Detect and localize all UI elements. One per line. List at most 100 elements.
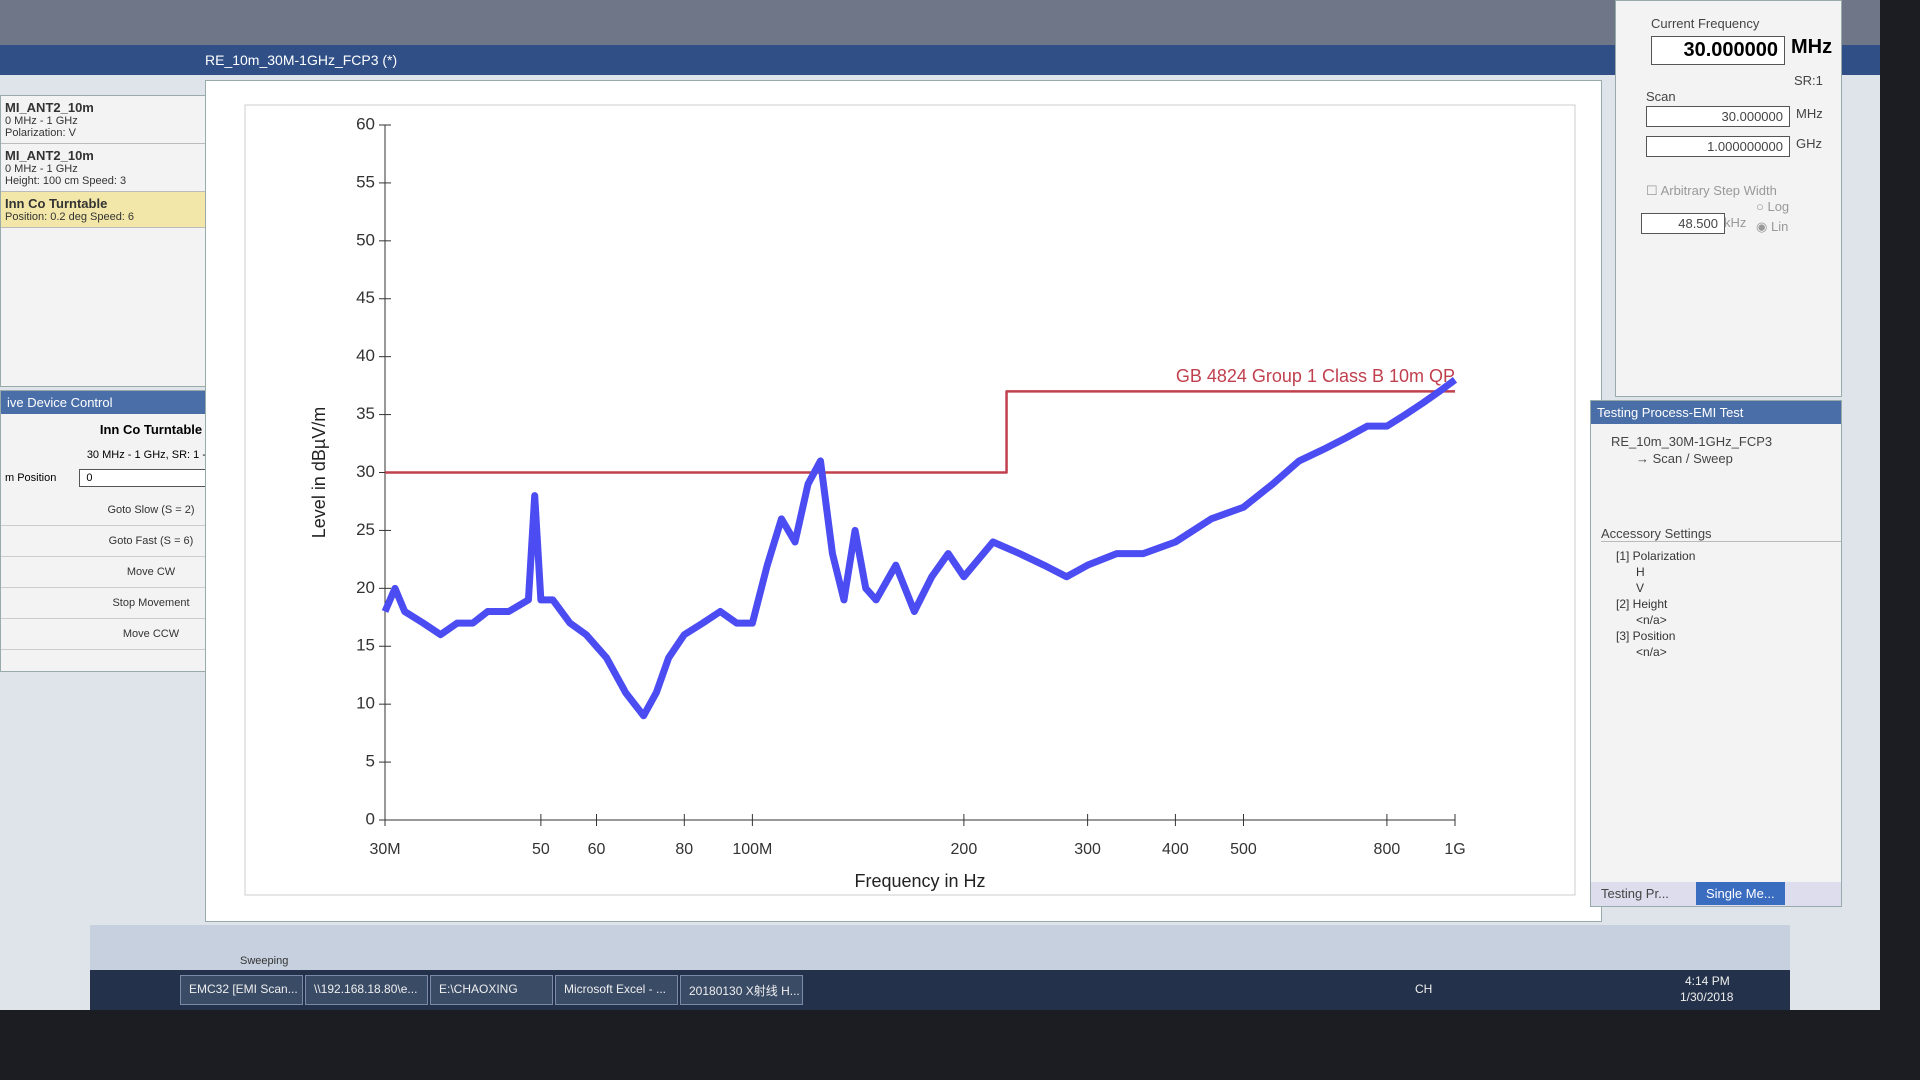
limit-line bbox=[385, 390, 1455, 474]
taskbar: CH 4:14 PM 1/30/2018 EMC32 [EMI Scan... \… bbox=[90, 970, 1790, 1010]
accessory-tree: [1] Polarization H V [2] Height <n/a> [3] Pos… bbox=[1591, 548, 1841, 660]
control-button[interactable]: Goto Fast (S = 6) bbox=[1, 526, 301, 557]
y-tick-label: 0 bbox=[366, 809, 375, 828]
x-tick-label: 60 bbox=[588, 841, 606, 858]
panel-item[interactable]: Inn Co Turntable Position: 0.2 deg Speed:… bbox=[1, 192, 231, 228]
test-step-text: Scan / Sweep bbox=[1652, 451, 1733, 466]
taskbar-item[interactable]: Microsoft Excel - ... bbox=[555, 975, 678, 1005]
current-frequency: 30.000000 bbox=[1651, 36, 1785, 65]
scan-stop-unit: GHz bbox=[1796, 136, 1822, 151]
panel-item[interactable]: MI_ANT2_10m 0 MHz - 1 GHz Height: 100 cm S… bbox=[1, 144, 231, 192]
y-tick-label: 50 bbox=[356, 230, 375, 249]
item-line: Polarization: V bbox=[5, 127, 76, 139]
log-radio[interactable]: ○ Log bbox=[1756, 199, 1790, 214]
clock-time: 4:14 PM bbox=[1685, 974, 1730, 988]
item-line: 0 MHz - 1 GHz bbox=[5, 163, 78, 175]
x-tick-label: 800 bbox=[1374, 841, 1401, 858]
item-title: MI_ANT2_10m bbox=[5, 148, 94, 163]
status: Sweeping bbox=[240, 955, 289, 967]
y-tick-label: 10 bbox=[356, 694, 375, 713]
y-tick-label: 35 bbox=[356, 404, 375, 423]
y-tick-label: 15 bbox=[356, 636, 375, 655]
y-tick-label: 30 bbox=[356, 462, 375, 481]
y-tick-label: 45 bbox=[356, 288, 375, 307]
device-range: 30 MHz - 1 GHz, SR: 1 - 1 bbox=[86, 449, 216, 461]
control-button[interactable]: Move CW bbox=[1, 557, 301, 588]
scan-stop[interactable]: 1.000000000 bbox=[1646, 136, 1790, 157]
device-name: Inn Co Turntable bbox=[99, 422, 203, 437]
x-tick-label: 400 bbox=[1162, 841, 1189, 858]
y-tick-label: 5 bbox=[366, 752, 375, 771]
test-step[interactable]: → Scan / Sweep bbox=[1636, 451, 1733, 466]
lin-radio[interactable]: ◉ Lin bbox=[1756, 219, 1789, 234]
language[interactable]: CH bbox=[1415, 982, 1433, 996]
control-bar: Sweeping bbox=[90, 925, 1790, 970]
tree-node[interactable]: [2] Height bbox=[1616, 597, 1668, 611]
clock-date: 1/30/2018 bbox=[1680, 990, 1734, 1004]
y-tick-label: 20 bbox=[356, 578, 375, 597]
tree-node[interactable]: [3] Position bbox=[1616, 629, 1676, 643]
x-tick-label: 30M bbox=[369, 841, 400, 858]
tab-bar: Testing Pr... Single Me... bbox=[1591, 882, 1841, 906]
x-tick-label: 100M bbox=[732, 841, 772, 858]
y-tick-label: 40 bbox=[356, 346, 375, 365]
button-list: Goto Slow (S = 2) Goto Fast (S = 6) Move C… bbox=[1, 495, 301, 650]
document-tab[interactable]: RE_10m_30M-1GHz_FCP3 (*) bbox=[205, 52, 398, 68]
testing-process-title: Testing Process-EMI Test bbox=[1591, 401, 1841, 424]
y-tick-label: 60 bbox=[356, 114, 375, 133]
test-name[interactable]: RE_10m_30M-1GHz_FCP3 bbox=[1611, 434, 1773, 449]
accessory-label: Accessory Settings bbox=[1601, 526, 1841, 542]
tree-node[interactable]: H bbox=[1636, 565, 1645, 579]
current-frequency-unit: MHz bbox=[1791, 36, 1833, 58]
taskbar-item[interactable]: \\192.168.18.80\e... bbox=[305, 975, 428, 1005]
frequency-panel: Current Frequency 30.000000 MHz SR:1 Sca… bbox=[1615, 0, 1842, 397]
taskbar-item[interactable]: EMC32 [EMI Scan... bbox=[180, 975, 303, 1005]
x-tick-label: 80 bbox=[675, 841, 693, 858]
chart: 0 5 10 15 20 25 30 35 40 45 50 55 60 30M 50 60 80 100M 200… bbox=[244, 104, 1576, 896]
tree-node[interactable]: <n/a> bbox=[1636, 645, 1667, 659]
emission-trace bbox=[381, 377, 1458, 720]
x-tick-label: 1G bbox=[1444, 841, 1465, 858]
toolbar bbox=[0, 0, 1880, 45]
x-tick-label: 300 bbox=[1074, 841, 1101, 858]
log-label: Log bbox=[1767, 199, 1790, 214]
item-title: MI_ANT2_10m bbox=[5, 100, 94, 115]
scan-start-unit: MHz bbox=[1796, 106, 1823, 121]
step-checkbox[interactable]: ☐ Arbitrary Step Width bbox=[1646, 183, 1777, 198]
plot-frame bbox=[244, 104, 1576, 896]
scan-start[interactable]: 30.000000 bbox=[1646, 106, 1790, 127]
lin-label: Lin bbox=[1770, 219, 1789, 234]
tree-node[interactable]: [1] Polarization bbox=[1616, 549, 1696, 563]
screen: RE_10m_30M-1GHz_FCP3 (*) MI_ANT2_10m 0 MH… bbox=[0, 0, 1880, 1010]
tree-node[interactable]: V bbox=[1636, 581, 1645, 595]
panel-item[interactable]: MI_ANT2_10m 0 MHz - 1 GHz Polarization: V bbox=[1, 96, 231, 144]
tree-node[interactable]: <n/a> bbox=[1636, 613, 1667, 627]
tab[interactable]: Single Me... bbox=[1696, 882, 1785, 905]
x-tick-label: 50 bbox=[532, 841, 550, 858]
item-title: Inn Co Turntable bbox=[5, 196, 108, 211]
tab[interactable]: Testing Pr... bbox=[1601, 886, 1669, 901]
step-input[interactable]: 48.500 bbox=[1641, 213, 1725, 234]
y-tick-label: 55 bbox=[356, 172, 375, 191]
control-button[interactable]: Goto Slow (S = 2) bbox=[1, 495, 301, 526]
scan-label: Scan bbox=[1646, 89, 1676, 104]
taskbar-item[interactable]: 20180130 X射线 H... bbox=[680, 975, 803, 1005]
position-row: m Position 0 bbox=[5, 469, 297, 487]
testing-process: Testing Process-EMI Test RE_10m_30M-1GHz… bbox=[1590, 400, 1842, 907]
position-label: m Position bbox=[5, 472, 57, 484]
item-line: Position: 0.2 deg Speed: 6 bbox=[5, 211, 135, 223]
legend-label: GB 4824 Group 1 Class B 10m QP bbox=[1176, 366, 1455, 386]
control-button[interactable]: Stop Movement bbox=[1, 588, 301, 619]
item-line: Height: 100 cm Speed: 3 bbox=[5, 175, 127, 187]
x-axis-label: Frequency in Hz bbox=[854, 871, 985, 891]
control-button[interactable]: Move CCW bbox=[1, 619, 301, 650]
y-tick-label: 25 bbox=[356, 520, 375, 539]
title-strip: RE_10m_30M-1GHz_FCP3 (*) bbox=[0, 45, 1880, 75]
taskbar-item[interactable]: E:\CHAOXING bbox=[430, 975, 553, 1005]
y-axis-label: Level in dBµV/m bbox=[309, 407, 329, 538]
sr: SR:1 bbox=[1794, 73, 1823, 88]
item-line: 0 MHz - 1 GHz bbox=[5, 115, 78, 127]
x-tick-label: 500 bbox=[1230, 841, 1257, 858]
